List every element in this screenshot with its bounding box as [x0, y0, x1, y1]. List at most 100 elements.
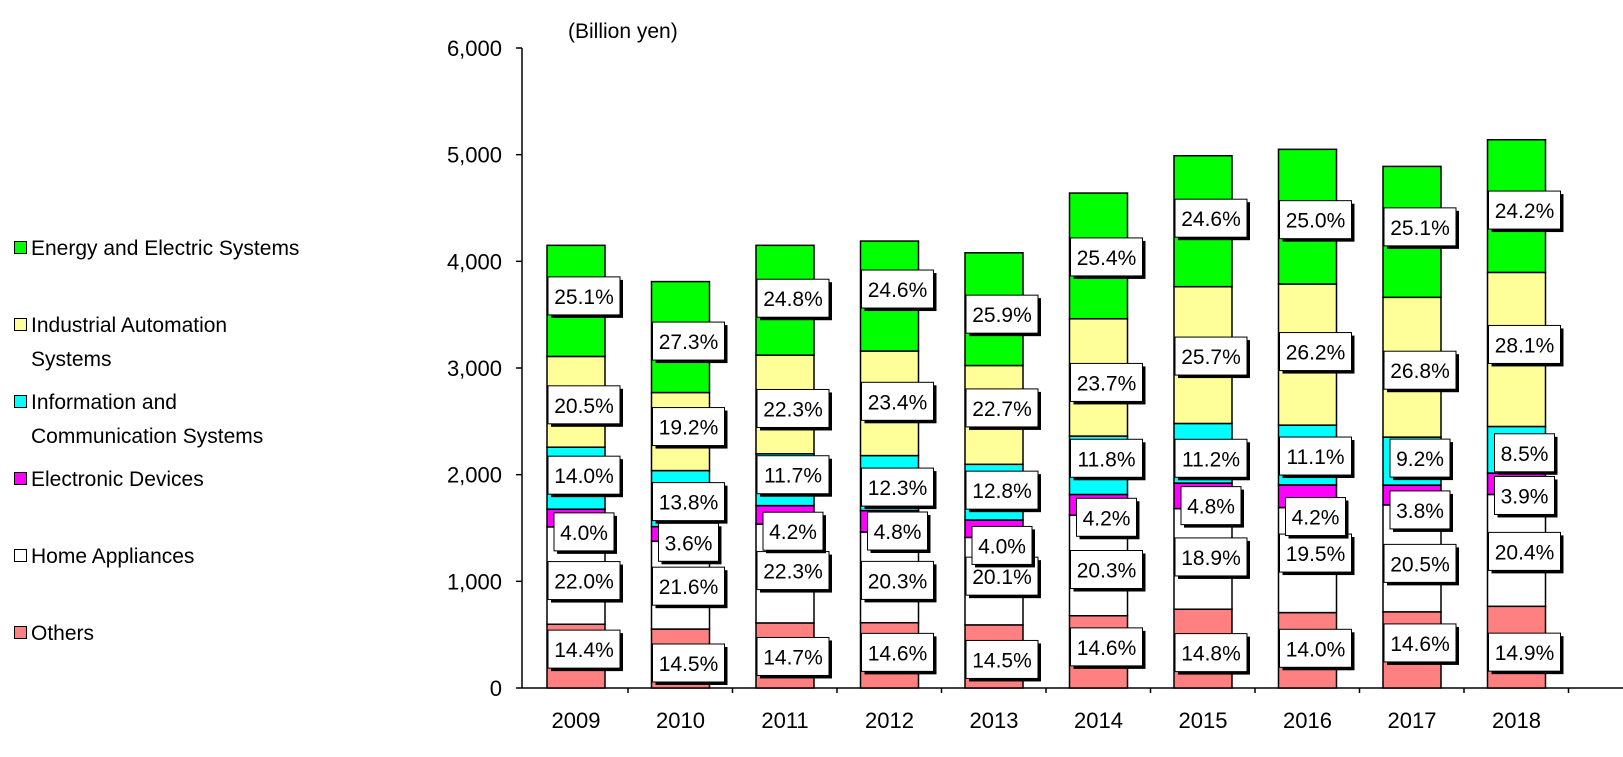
data-label-box	[1279, 436, 1352, 476]
legend-item: Others	[14, 617, 94, 651]
data-label-box	[553, 512, 615, 552]
data-label-box	[547, 561, 621, 601]
data-label-box	[965, 470, 1039, 510]
data-label: 13.8%	[659, 492, 719, 515]
data-label: 14.5%	[659, 653, 719, 676]
legend-label: Information and Communication Systems	[31, 391, 264, 448]
data-label-box	[1070, 438, 1143, 478]
data-label-box	[1070, 627, 1143, 667]
legend-item: Energy and Electric Systems	[14, 232, 299, 266]
data-label-box	[652, 321, 725, 361]
data-label-box	[861, 269, 934, 309]
data-label-box	[1383, 623, 1457, 663]
legend-label: Others	[31, 622, 95, 645]
data-label: 22.3%	[763, 398, 823, 421]
legend-swatch	[14, 471, 27, 485]
data-label: 20.5%	[1390, 553, 1450, 576]
data-label: 24.6%	[868, 279, 928, 302]
data-label: 20.1%	[972, 566, 1032, 589]
data-label-box	[547, 629, 621, 669]
data-label-box	[547, 455, 621, 495]
legend-label: Energy and Electric Systems	[31, 237, 300, 260]
data-label-box	[1180, 486, 1242, 526]
x-tick-label: 2014	[1074, 708, 1123, 733]
data-label: 20.3%	[868, 570, 928, 593]
data-label-box	[965, 294, 1039, 334]
legend-item: Industrial Automation Systems	[14, 309, 227, 377]
data-label: 14.6%	[868, 642, 928, 665]
data-label: 4.8%	[874, 521, 922, 544]
data-label: 14.8%	[1181, 643, 1241, 666]
data-label-box	[658, 522, 719, 562]
x-tick-label: 2017	[1388, 708, 1437, 733]
data-label-box	[861, 467, 934, 507]
data-label-box	[1174, 537, 1248, 577]
data-label-box	[756, 388, 830, 428]
data-label-box	[1389, 490, 1451, 530]
data-label: 12.3%	[868, 477, 928, 500]
data-label-box	[1070, 362, 1143, 402]
data-label: 14.7%	[763, 646, 823, 669]
data-label: 24.2%	[1495, 200, 1555, 223]
data-label: 25.1%	[554, 286, 614, 309]
unit-label: (Billion yen)	[568, 20, 678, 43]
y-tick-label: 4,000	[447, 249, 502, 274]
data-label-box	[1494, 475, 1555, 515]
data-label: 14.0%	[554, 465, 614, 488]
data-label-box	[652, 482, 725, 522]
data-label-box	[1174, 198, 1248, 238]
data-label: 26.8%	[1390, 360, 1450, 383]
data-label: 25.1%	[1390, 217, 1450, 240]
data-label: 4.2%	[1083, 507, 1131, 530]
data-label: 25.0%	[1286, 210, 1346, 233]
data-label: 23.4%	[868, 391, 928, 414]
data-label: 14.9%	[1495, 642, 1555, 665]
data-label-box	[756, 455, 830, 495]
data-label: 18.9%	[1181, 547, 1241, 570]
data-label: 25.7%	[1181, 346, 1241, 369]
data-label: 26.2%	[1286, 342, 1346, 365]
data-label: 20.4%	[1495, 541, 1555, 564]
x-tick-label: 2015	[1179, 708, 1228, 733]
data-label: 14.6%	[1077, 637, 1137, 660]
data-label: 21.6%	[659, 576, 719, 599]
data-label: 22.3%	[763, 561, 823, 584]
data-label-box	[1174, 438, 1248, 478]
data-label: 4.8%	[1187, 496, 1235, 519]
data-label: 19.2%	[659, 417, 719, 440]
data-label: 24.6%	[1181, 208, 1241, 231]
legend-label: Industrial Automation Systems	[31, 314, 228, 371]
data-label-box	[1070, 550, 1143, 590]
data-label-box	[861, 632, 934, 672]
data-label: 4.0%	[978, 535, 1026, 558]
data-label: 4.2%	[1292, 507, 1340, 530]
legend-item: Electronic Devices	[14, 463, 204, 497]
data-label: 4.2%	[769, 521, 817, 544]
data-label-box	[1383, 350, 1457, 390]
data-label-box	[652, 407, 725, 447]
x-tick-label: 2013	[970, 708, 1019, 733]
data-label: 20.5%	[554, 395, 614, 418]
data-label-box	[1285, 497, 1346, 537]
data-label: 14.5%	[972, 649, 1032, 672]
data-label: 4.0%	[560, 522, 608, 545]
data-label: 24.8%	[763, 288, 823, 311]
legend-label: Home Appliances	[31, 545, 195, 568]
y-tick-label: 0	[490, 676, 502, 701]
data-label-box	[965, 639, 1039, 679]
data-label: 20.3%	[1077, 560, 1137, 583]
data-label-box	[652, 566, 725, 606]
data-label: 11.1%	[1287, 446, 1345, 469]
data-label: 14.4%	[554, 639, 614, 662]
data-label: 28.1%	[1495, 334, 1555, 357]
data-labels: 14.4% 22.0% 4.0% 14.0% 20.5% 25.1% 14.5% 21.6% 3…	[547, 190, 1564, 685]
legend-item: Home Appliances	[14, 540, 194, 574]
y-tick-label: 6,000	[447, 36, 502, 61]
data-label: 27.3%	[659, 331, 719, 354]
data-label: 25.9%	[972, 304, 1032, 327]
legend-label: Electronic Devices	[31, 468, 204, 491]
data-label-box	[756, 278, 830, 318]
data-label: 12.8%	[972, 480, 1032, 503]
data-label-box	[1076, 497, 1137, 537]
